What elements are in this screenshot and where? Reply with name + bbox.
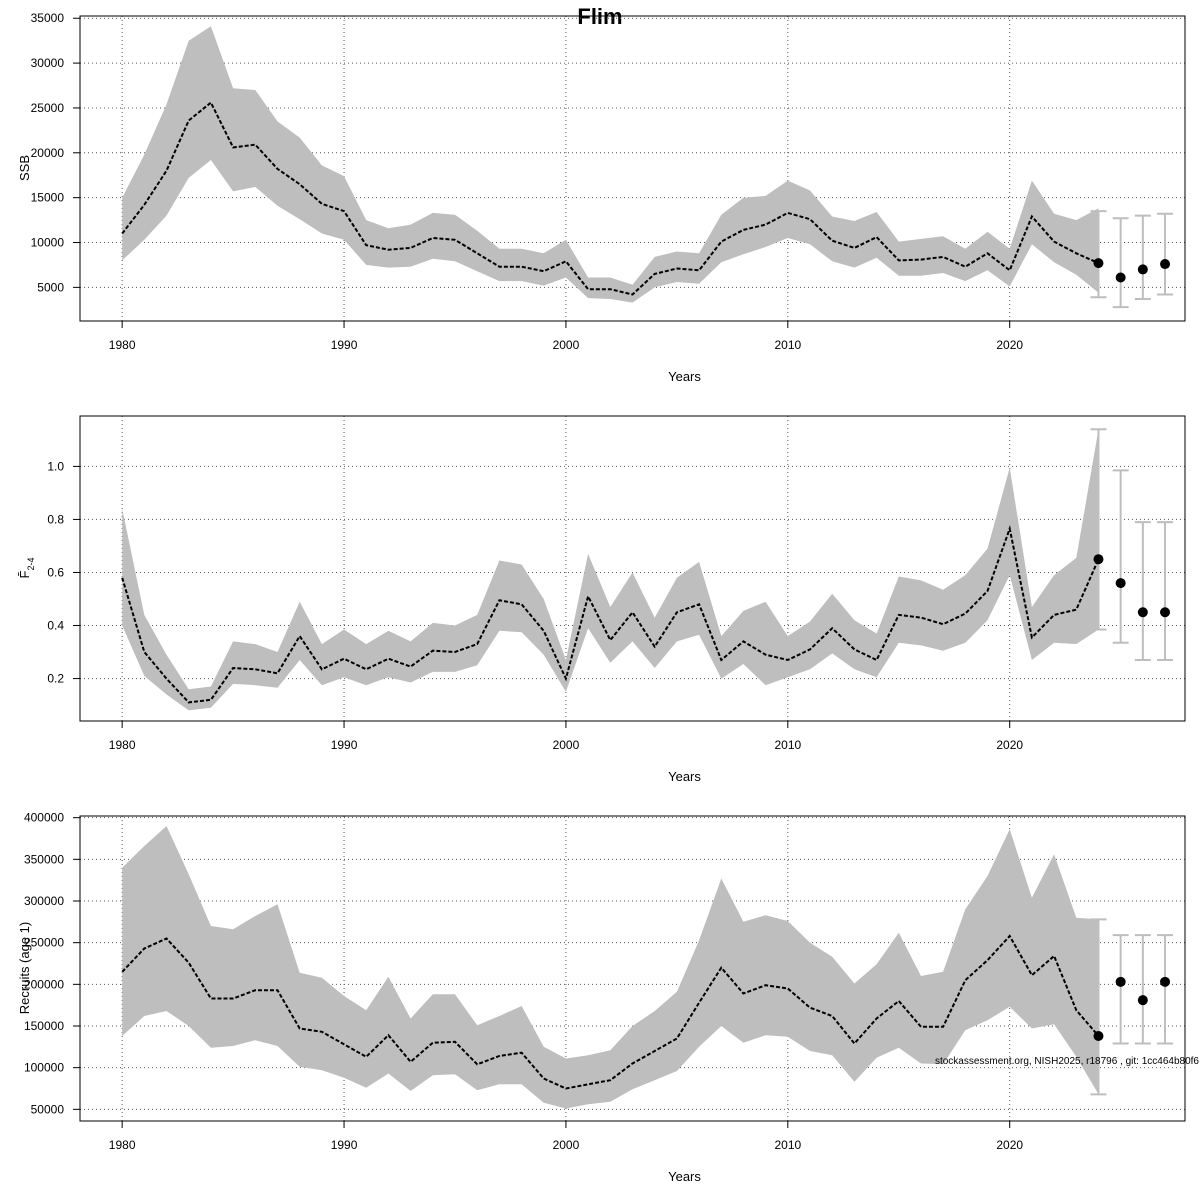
recruits-x-tick-label: 1980 — [109, 1138, 136, 1152]
ssb-plot-frame — [79, 15, 1186, 322]
recruits-confidence-band — [122, 826, 1099, 1109]
fbar-forecast-point-2026 — [1137, 607, 1148, 618]
recruits-x-axis-label: Years — [668, 1169, 701, 1184]
ssb-x-tick-label: 2020 — [996, 338, 1023, 352]
ssb-y-tick-label: 35000 — [31, 11, 65, 25]
fbar-x-tick-label: 1980 — [109, 738, 136, 752]
ssb-x-tick-label: 2000 — [553, 338, 580, 352]
fbar-estimate-line — [121, 524, 1100, 704]
fbar-forecast-point-2027 — [1160, 607, 1171, 618]
recruits-y-tick-label: 50000 — [31, 1102, 65, 1116]
recruits-y-tick-label: 350000 — [24, 852, 64, 866]
fbar-forecast-point-2025 — [1115, 578, 1126, 589]
recruits-forecast-point-2026 — [1137, 995, 1148, 1006]
fbar-confidence-band — [122, 429, 1099, 711]
ssb-x-tick-label: 2010 — [774, 338, 801, 352]
ssb-x-tick-label: 1980 — [109, 338, 136, 352]
recruits-x-tick-label: 2000 — [553, 1138, 580, 1152]
fbar-forecast-point-2024 — [1093, 554, 1104, 565]
ssb-panel: 1980 1990 2000 2010 2020 5000 10000 15000 20000 2… — [17, 11, 1186, 384]
recruits-y-tick-label: 400000 — [24, 811, 64, 825]
recruits-forecast-point-2024 — [1093, 1031, 1104, 1041]
ssb-forecast-point-2027 — [1160, 259, 1171, 270]
recruits-forecast-point-2027 — [1160, 976, 1171, 987]
fbar-x-tick-label: 2020 — [996, 738, 1023, 752]
recruits-y-tick-label: 100000 — [24, 1061, 64, 1075]
ssb-y-tick-label: 30000 — [31, 56, 65, 70]
recruits-y-axis-label: Recruits (age 1) — [17, 922, 32, 1014]
fbar-y-tick-label: 0.4 — [47, 619, 64, 633]
ssb-y-tick-label: 25000 — [31, 101, 65, 115]
ssb-y-tick-label: 10000 — [31, 236, 65, 250]
recruits-x-tick-label: 1990 — [331, 1138, 358, 1152]
recruits-x-tick-label: 2020 — [996, 1138, 1023, 1152]
fbar-x-tick-label: 1990 — [331, 738, 358, 752]
ssb-forecast-point-2025 — [1115, 272, 1126, 283]
fbar-plot-frame — [79, 415, 1186, 722]
recruits-estimate-line — [121, 934, 1100, 1090]
ssb-forecast-point-2024 — [1093, 258, 1104, 269]
fbar-x-axis-label: Years — [668, 769, 701, 784]
recruits-x-tick-label: 2010 — [774, 1138, 801, 1152]
ssb-x-tick-label: 1990 — [331, 338, 358, 352]
ssb-forecast-point-2026 — [1137, 264, 1148, 275]
fbar-y-axis-label-subscript: 2-4 — [26, 558, 36, 571]
ssb-confidence-band — [122, 26, 1099, 303]
ssb-y-axis-label: SSB — [17, 155, 32, 181]
recruits-y-tick-label: 250000 — [24, 936, 64, 950]
fbar-x-tick-label: 2010 — [774, 738, 801, 752]
fbar-y-tick-label: 1.0 — [47, 459, 64, 473]
recruits-panel: 1980 1990 2000 2010 2020 50000 100000 150000 200… — [17, 811, 1186, 1184]
fbar-y-tick-label: 0.8 — [47, 512, 64, 526]
footer-note: stockassessment.org, NISH2025, r18796 , … — [935, 1056, 1199, 1067]
recruits-forecast-point-2025 — [1115, 976, 1126, 987]
fbar-panel: 1980 1990 2000 2010 2020 0.2 0.4 0.6 0.8 1.0 Years… — [17, 415, 1186, 784]
fbar-y-tick-label: 0.2 — [47, 672, 64, 686]
ssb-y-tick-label: 20000 — [31, 146, 65, 160]
ssb-x-axis-label: Years — [668, 369, 701, 384]
ssb-y-tick-label: 5000 — [37, 280, 64, 294]
ssb-estimate-line — [121, 101, 1099, 296]
recruits-y-tick-label: 300000 — [24, 894, 64, 908]
recruits-plot-frame — [79, 815, 1186, 1122]
ssb-y-tick-label: 15000 — [31, 191, 65, 205]
recruits-y-tick-label: 150000 — [24, 1019, 64, 1033]
fbar-y-tick-label: 0.6 — [47, 565, 64, 579]
fbar-x-tick-label: 2000 — [553, 738, 580, 752]
recruits-y-tick-label: 200000 — [24, 977, 64, 991]
